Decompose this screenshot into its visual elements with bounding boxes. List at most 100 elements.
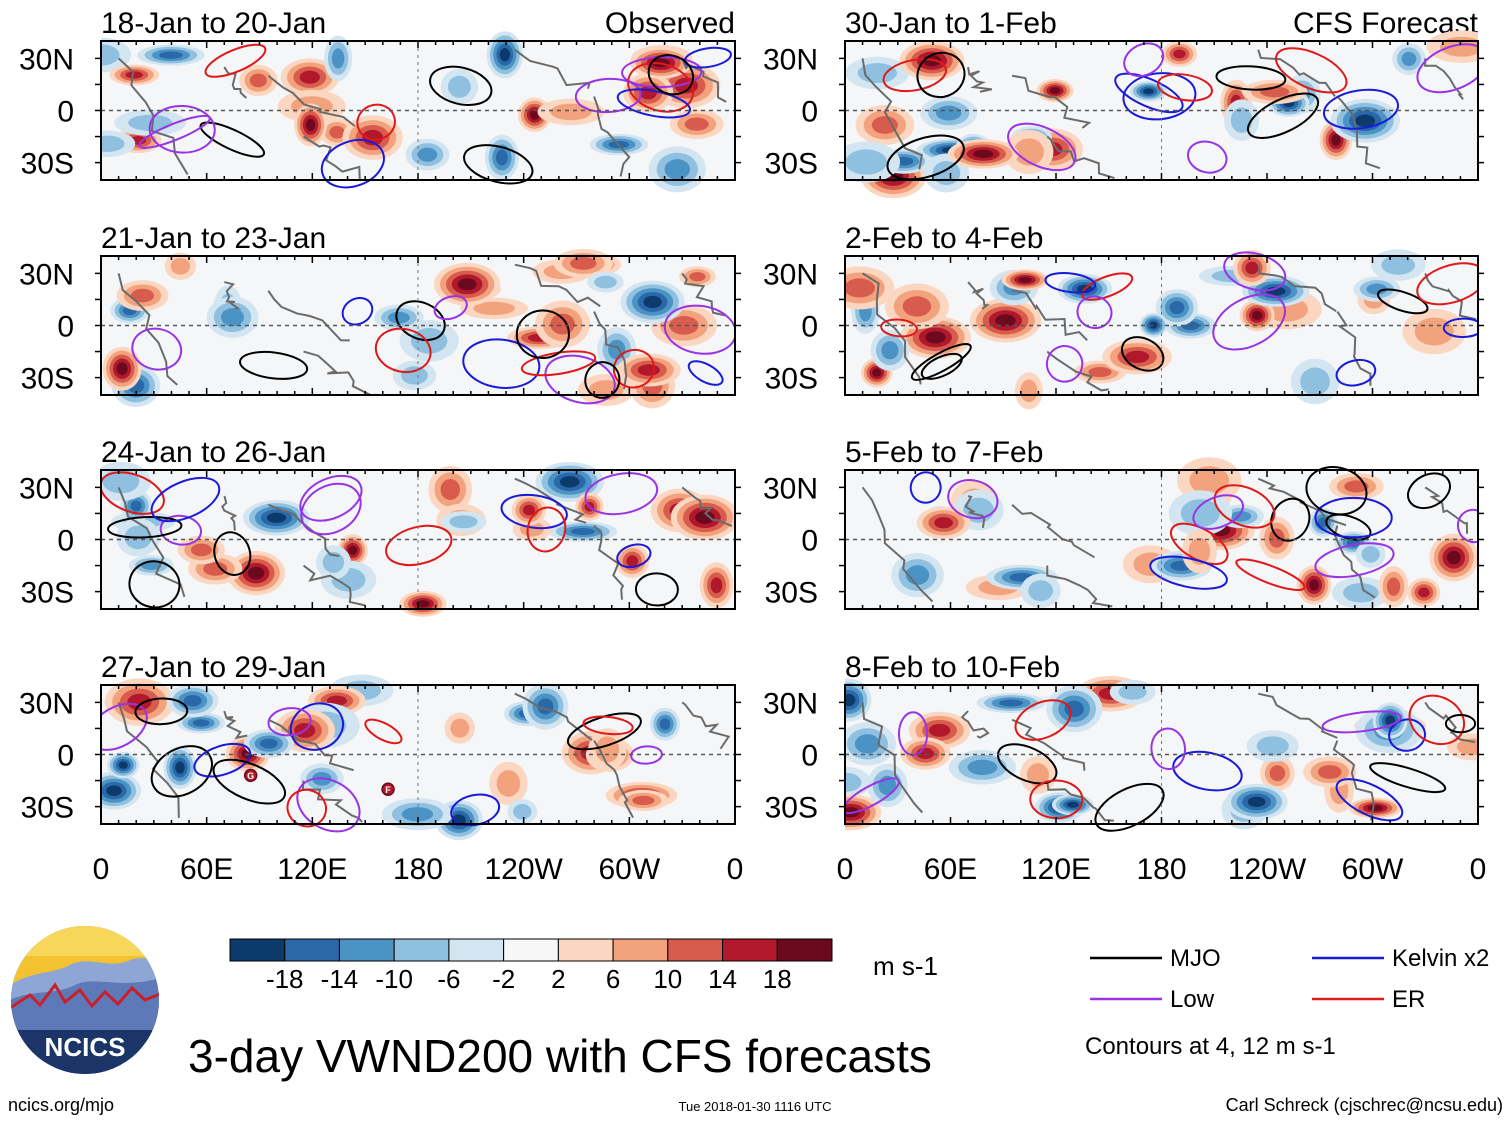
x-tick-label: 180 xyxy=(1136,853,1186,886)
southerly-anomaly xyxy=(305,118,316,131)
northerly-anomaly xyxy=(559,476,580,488)
wave-contour xyxy=(1120,336,1165,372)
y-tick-label: 30S xyxy=(765,577,818,610)
southerly-anomaly xyxy=(925,331,946,344)
ncics-logo: NCICS xyxy=(11,926,159,1074)
wave-contour xyxy=(500,493,568,530)
northerly-anomaly xyxy=(1366,283,1388,295)
southerly-anomaly xyxy=(1367,805,1383,811)
wave-contour xyxy=(616,88,691,119)
colorbar-label: -6 xyxy=(437,964,460,994)
panel-title: 2-Feb to 4-Feb xyxy=(845,222,1043,255)
coastline xyxy=(681,272,726,317)
wave-contour xyxy=(148,104,216,154)
northerly-anomaly xyxy=(845,693,856,707)
northerly-anomaly xyxy=(513,803,532,820)
credit: Carl Schreck (cjschrec@ncsu.edu) xyxy=(1226,1095,1503,1115)
coastline xyxy=(1011,718,1086,771)
coastline xyxy=(223,710,248,740)
y-tick-label: 30S xyxy=(765,148,818,181)
colorbar-swatch xyxy=(776,938,833,962)
colorbar: -18 -14 -10 -6 -2 2 6 10 14 18 xyxy=(229,938,833,994)
wave-contour xyxy=(1076,295,1113,330)
colorbar-swatch xyxy=(284,938,340,962)
wave-contour xyxy=(1114,72,1184,114)
coastline xyxy=(681,486,733,527)
northerly-anomaly xyxy=(999,699,1024,707)
legend: MJO Low Kelvin x2 ER xyxy=(1090,945,1489,1013)
colorbar-label: 14 xyxy=(708,964,737,994)
northerly-anomaly xyxy=(1028,580,1054,602)
colorbar-label: -10 xyxy=(375,964,413,994)
wave-contour xyxy=(1123,42,1165,78)
southerly-anomaly xyxy=(247,566,265,580)
coastline xyxy=(1424,486,1469,534)
legend-label: MJO xyxy=(1170,945,1221,972)
southerly-anomaly xyxy=(116,362,128,376)
chart-title: 3-day VWND200 with CFS forecasts xyxy=(188,1030,932,1082)
website-link[interactable]: ncics.org/mjo xyxy=(8,1095,114,1115)
x-tick-label: 0 xyxy=(727,853,744,886)
southerly-anomaly xyxy=(934,517,953,529)
wave-contour xyxy=(1156,73,1213,102)
y-tick-label: 0 xyxy=(57,740,74,773)
wave-contour xyxy=(107,515,183,539)
colorbar-units: m s-1 xyxy=(873,951,938,981)
coastline xyxy=(861,58,923,170)
wave-contour xyxy=(1080,272,1134,301)
wave-contour xyxy=(1416,43,1478,94)
x-tick-label: 60E xyxy=(924,853,977,886)
southerly-anomaly xyxy=(1446,550,1461,565)
map-panel: 8-Feb to 10-Feb 30N 0 30S xyxy=(763,651,1484,832)
northerly-anomaly xyxy=(1343,583,1379,603)
coastline xyxy=(224,281,242,310)
wave-contour xyxy=(320,139,385,189)
anomaly-field xyxy=(845,457,1478,609)
panel-title: 21-Jan to 23-Jan xyxy=(101,222,326,255)
southerly-anomaly xyxy=(902,296,932,317)
coastline xyxy=(1257,49,1336,97)
wave-contour xyxy=(621,56,703,89)
coastline xyxy=(221,495,238,531)
wave-contour xyxy=(845,777,900,815)
southerly-anomaly xyxy=(973,149,994,159)
coastline xyxy=(593,740,634,819)
coastline xyxy=(681,57,727,103)
wave-contour xyxy=(612,348,656,389)
x-tick-label: 120E xyxy=(1021,853,1091,886)
northerly-anomaly xyxy=(1247,796,1266,808)
northerly-anomaly xyxy=(1066,801,1079,808)
coastline xyxy=(1011,504,1095,559)
northerly-anomaly xyxy=(570,527,595,536)
southerly-anomaly xyxy=(127,693,152,711)
southerly-anomaly xyxy=(845,278,875,298)
northerly-anomaly xyxy=(594,275,617,289)
coastline xyxy=(1257,264,1337,313)
coastline xyxy=(514,263,601,308)
wave-contour xyxy=(212,758,287,805)
wave-contour xyxy=(1223,251,1287,292)
wave-contour xyxy=(463,144,534,185)
y-tick-label: 0 xyxy=(801,311,818,344)
northerly-anomaly xyxy=(192,719,210,727)
southerly-anomaly xyxy=(1245,261,1259,275)
coastline xyxy=(861,486,934,603)
colorbar-swatch xyxy=(667,938,724,962)
y-tick-label: 0 xyxy=(801,96,818,129)
wave-contour xyxy=(574,77,642,114)
colorbar-label: 2 xyxy=(551,964,565,994)
timestamp: Tue 2018-01-30 1116 UTC xyxy=(679,1099,832,1114)
southerly-anomaly xyxy=(871,116,898,134)
wave-contour xyxy=(663,304,735,355)
northerly-anomaly xyxy=(967,759,998,775)
panel-title: 5-Feb to 7-Feb xyxy=(845,436,1043,469)
wave-contour xyxy=(882,57,948,93)
wave-contour xyxy=(213,531,252,576)
y-tick-label: 0 xyxy=(57,525,74,558)
northerly-anomaly xyxy=(1381,255,1416,275)
wave-contour xyxy=(128,560,181,609)
southerly-anomaly xyxy=(669,316,699,335)
wave-contour xyxy=(150,745,213,798)
y-tick-label: 30N xyxy=(763,258,818,291)
northerly-anomaly xyxy=(495,149,508,166)
